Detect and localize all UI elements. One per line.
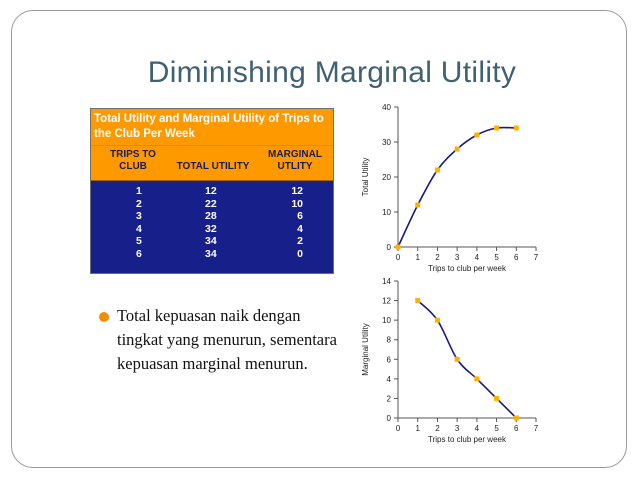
total-utility-chart: 0 10 20 30 40 0 1 2 3 4 5 6 7 Trips to club per week T… — [361, 103, 539, 273]
marginal-utility-x-tick-label: 5 — [494, 424, 499, 433]
table-row: 2 22 10 — [91, 198, 333, 211]
table-row: 1 12 12 — [91, 185, 333, 198]
total-utility-x-tick-label: 3 — [455, 253, 460, 262]
cell-total: 34 — [205, 248, 217, 260]
table-row: 5 34 2 — [91, 235, 333, 248]
bullet-point: Total kepuasan naik dengan tingkat yang … — [99, 304, 339, 376]
utility-table: Total Utility and Marginal Utility of Tr… — [90, 108, 334, 274]
col-header-trips-line1: TRIPS TO — [110, 149, 156, 160]
marginal-utility-y-tick-label: 4 — [387, 375, 392, 384]
marginal-utility-data-point — [513, 415, 519, 421]
total-utility-data-point — [454, 146, 460, 152]
total-utility-x-tick-label: 1 — [415, 253, 420, 262]
cell-trips: 6 — [136, 248, 142, 260]
slide-title: Diminishing Marginal Utility — [147, 56, 517, 89]
marginal-utility-y-tick-label: 0 — [387, 414, 392, 423]
total-utility-data-point — [494, 125, 500, 131]
total-utility-data-point — [474, 132, 480, 138]
marginal-utility-y-tick-label: 10 — [382, 316, 391, 325]
cell-total: 12 — [205, 185, 217, 197]
total-utility-data-point — [415, 202, 421, 208]
total-utility-y-tick-label: 0 — [387, 243, 392, 252]
marginal-utility-y-tick-label: 12 — [382, 297, 391, 306]
marginal-utility-x-tick-label: 3 — [455, 424, 460, 433]
marginal-utility-data-point — [454, 356, 460, 362]
cell-marginal: 4 — [297, 222, 303, 235]
table-row: 6 34 0 — [91, 248, 333, 261]
marginal-utility-data-point — [415, 298, 421, 304]
total-utility-series-line — [397, 126, 517, 248]
cell-trips: 4 — [136, 222, 142, 235]
total-utility-data-point — [434, 167, 440, 173]
cell-total: 22 — [205, 197, 217, 210]
table-row: 3 28 6 — [91, 210, 333, 223]
total-utility-y-axis-label: Total Utility — [361, 158, 370, 197]
table-heading: Total Utility and Marginal Utility of Tr… — [91, 109, 333, 145]
cell-total: 32 — [205, 222, 217, 235]
cell-trips: 5 — [136, 235, 142, 248]
bullet-text: Total kepuasan naik dengan tingkat yang … — [117, 306, 337, 373]
col-header-marginal-line2: UTLITY — [277, 161, 313, 172]
total-utility-x-tick-label: 0 — [396, 253, 401, 262]
cell-total: 34 — [205, 235, 217, 248]
marginal-utility-y-tick-label: 6 — [387, 355, 392, 364]
total-utility-x-tick-label: 5 — [494, 253, 499, 262]
marginal-utility-y-tick-label: 8 — [387, 336, 392, 345]
table-row: 4 32 4 — [91, 223, 333, 236]
col-header-trips-line2: CLUB — [119, 161, 147, 172]
cell-marginal: 2 — [297, 235, 303, 248]
total-utility-data-point — [395, 244, 401, 250]
marginal-utility-x-tick-label: 0 — [396, 424, 401, 433]
cell-marginal: 6 — [297, 210, 303, 223]
cell-marginal: 12 — [291, 185, 303, 197]
total-utility-y-tick-label: 30 — [382, 138, 391, 147]
cell-marginal: 0 — [297, 248, 303, 260]
total-utility-y-tick-label: 40 — [382, 103, 391, 112]
marginal-utility-data-point — [474, 376, 480, 382]
total-utility-y-tick-label: 10 — [382, 208, 391, 217]
total-utility-x-tick-label: 7 — [534, 253, 539, 262]
marginal-utility-x-tick-label: 6 — [514, 424, 519, 433]
marginal-utility-x-tick-label: 4 — [475, 424, 480, 433]
col-header-total: TOTAL UTILITY — [176, 161, 250, 172]
col-header-marginal: MARGINAL UTLITY — [263, 149, 327, 173]
cell-trips: 1 — [136, 185, 142, 197]
col-header-marginal-line1: MARGINAL — [268, 149, 322, 160]
marginal-utility-x-tick-label: 1 — [415, 424, 420, 433]
col-header-trips: TRIPS TO CLUB — [105, 149, 161, 173]
marginal-utility-data-point — [434, 317, 440, 323]
cell-trips: 2 — [136, 197, 142, 210]
total-utility-x-tick-label: 4 — [475, 253, 480, 262]
marginal-utility-x-tick-label: 2 — [435, 424, 440, 433]
marginal-utility-data-point — [494, 395, 500, 401]
slide-frame — [11, 10, 627, 468]
total-utility-data-point — [513, 125, 519, 131]
cell-trips: 3 — [136, 210, 142, 223]
total-utility-x-tick-label: 2 — [435, 253, 440, 262]
total-utility-y-tick-label: 20 — [382, 173, 391, 182]
total-utility-x-tick-label: 6 — [514, 253, 519, 262]
marginal-utility-x-axis-label: Trips to club per week — [428, 435, 507, 444]
marginal-utility-x-tick-label: 7 — [534, 424, 539, 433]
cell-marginal: 10 — [291, 197, 303, 210]
marginal-utility-series-line — [417, 299, 517, 419]
table-column-headers: TRIPS TO CLUB TOTAL UTILITY MARGINAL UTL… — [91, 145, 333, 181]
marginal-utility-y-axis-label: Marginal Utility — [361, 323, 370, 375]
cell-total: 28 — [205, 210, 217, 223]
marginal-utility-y-tick-label: 14 — [382, 277, 391, 286]
bullet-dot-icon — [99, 312, 109, 322]
total-utility-x-axis-label: Trips to club per week — [428, 264, 507, 273]
marginal-utility-y-tick-label: 2 — [387, 394, 392, 403]
